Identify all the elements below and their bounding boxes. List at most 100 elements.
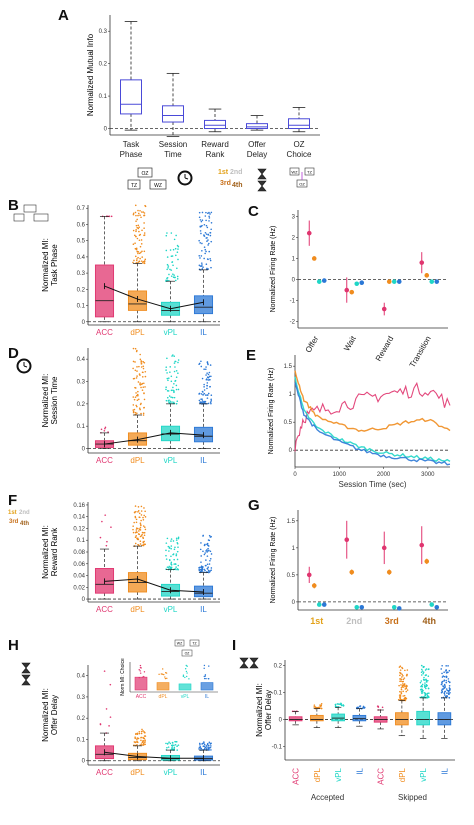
clock-hand	[23, 365, 28, 368]
zone-label: TZ	[192, 642, 197, 646]
outlier-point	[175, 369, 178, 372]
inset-category-label: dPL	[159, 694, 168, 700]
outlier-point	[403, 684, 406, 686]
outlier-point	[142, 386, 145, 388]
outlier-point	[209, 550, 212, 553]
outlier-point	[134, 510, 137, 513]
category-label: Reward	[374, 335, 396, 363]
outlier-point	[104, 514, 107, 516]
outlier-point	[137, 250, 140, 253]
outlier-point	[134, 542, 137, 545]
data-point	[344, 287, 350, 293]
outlier-point	[170, 563, 173, 566]
inset-box	[134, 676, 148, 691]
box	[162, 105, 184, 123]
outlier-point	[174, 366, 176, 368]
outlier-point	[140, 514, 143, 516]
outlier-point	[401, 676, 403, 678]
outlier-point	[399, 671, 401, 674]
outlier-point	[205, 564, 207, 567]
panel-F: F 0 0.02 0.04 0.06 0.08 0.1 0.12 0.14 0.16 Normali…	[8, 492, 220, 614]
y-tick-label: 0.3	[99, 29, 108, 35]
category-label: OZ	[293, 140, 304, 149]
zone-oz	[181, 649, 193, 657]
outlier-point	[205, 550, 207, 552]
outlier-point	[134, 211, 137, 214]
inset-point	[186, 665, 188, 667]
outlier-point	[400, 692, 403, 695]
outlier-point	[143, 222, 145, 224]
outlier-point	[449, 689, 451, 691]
outlier-point	[206, 555, 209, 557]
y-tick-label: 0.3	[77, 271, 86, 277]
outlier-point	[139, 540, 142, 543]
outlier-point	[175, 740, 177, 743]
inset-point	[182, 674, 185, 676]
outlier-point	[133, 259, 135, 262]
outlier-point	[443, 686, 446, 689]
outlier-point	[445, 665, 447, 667]
panel-B: B 0 0.1 0.2 0.3 0.4 0.5 0.6 0.7 Normalized MI: Tas…	[8, 197, 220, 337]
panel-letter: A	[58, 7, 69, 24]
outlier-point	[208, 549, 210, 552]
outlier-point	[203, 544, 206, 547]
outlier-point	[200, 365, 203, 368]
outlier-point	[446, 694, 448, 697]
outlier-point	[199, 548, 202, 551]
group-label: Accepted	[311, 793, 344, 802]
outlier-point	[136, 538, 139, 541]
y-tick-label: 0	[104, 127, 108, 133]
outlier-point	[200, 570, 203, 573]
outlier-point	[199, 219, 202, 221]
outlier-point	[139, 543, 142, 545]
outlier-point	[403, 677, 406, 679]
outlier-point	[137, 227, 140, 230]
inset-point	[184, 668, 187, 670]
category-label: Reward	[201, 140, 229, 149]
outlier-point	[174, 380, 176, 382]
category-label: 3rd	[385, 616, 399, 626]
outlier-point	[141, 740, 144, 742]
outlier-point	[100, 428, 103, 431]
y-axis-label: Normalized Firing Rate (Hz)	[270, 226, 277, 313]
outlier-point	[425, 680, 428, 682]
outlier-point	[132, 212, 135, 215]
outlier-point	[144, 739, 146, 742]
outlier-point	[398, 684, 400, 687]
outlier-point	[144, 386, 146, 388]
outlier-point	[363, 706, 366, 709]
data-point	[316, 279, 322, 284]
outlier-point	[137, 544, 140, 546]
outlier-point	[175, 539, 178, 541]
category-label: Rank	[206, 150, 226, 159]
outlier-point	[444, 690, 447, 693]
outlier-point	[168, 547, 171, 549]
outlier-point	[447, 665, 449, 667]
outlier-point	[207, 744, 210, 747]
outlier-point	[210, 749, 212, 751]
outlier-point	[210, 745, 212, 747]
hourglass-icon	[249, 657, 259, 669]
outlier-point	[139, 526, 142, 529]
y-tick-label: 0.2	[77, 716, 86, 722]
rank-1: 1st	[218, 169, 229, 176]
outlier-point	[203, 553, 206, 556]
outlier-point	[144, 205, 147, 208]
outlier-point	[143, 232, 146, 234]
outlier-point	[203, 389, 206, 391]
y-tick-label: 0.4	[77, 255, 86, 261]
outlier-point	[142, 730, 144, 732]
outlier-point	[420, 691, 423, 693]
outlier-point	[166, 390, 169, 392]
outlier-point	[106, 540, 108, 543]
outlier-point	[165, 249, 168, 252]
outlier-point	[201, 268, 204, 270]
outlier-point	[165, 369, 167, 371]
y-tick-label: 0.1	[77, 737, 86, 743]
outlier-point	[404, 688, 407, 690]
outlier-point	[400, 686, 403, 689]
outlier-point	[204, 368, 207, 371]
outlier-point	[174, 546, 176, 549]
outlier-point	[203, 234, 205, 236]
rank-ordinals-icon: 1st 2nd 3rd 4th	[218, 169, 243, 189]
